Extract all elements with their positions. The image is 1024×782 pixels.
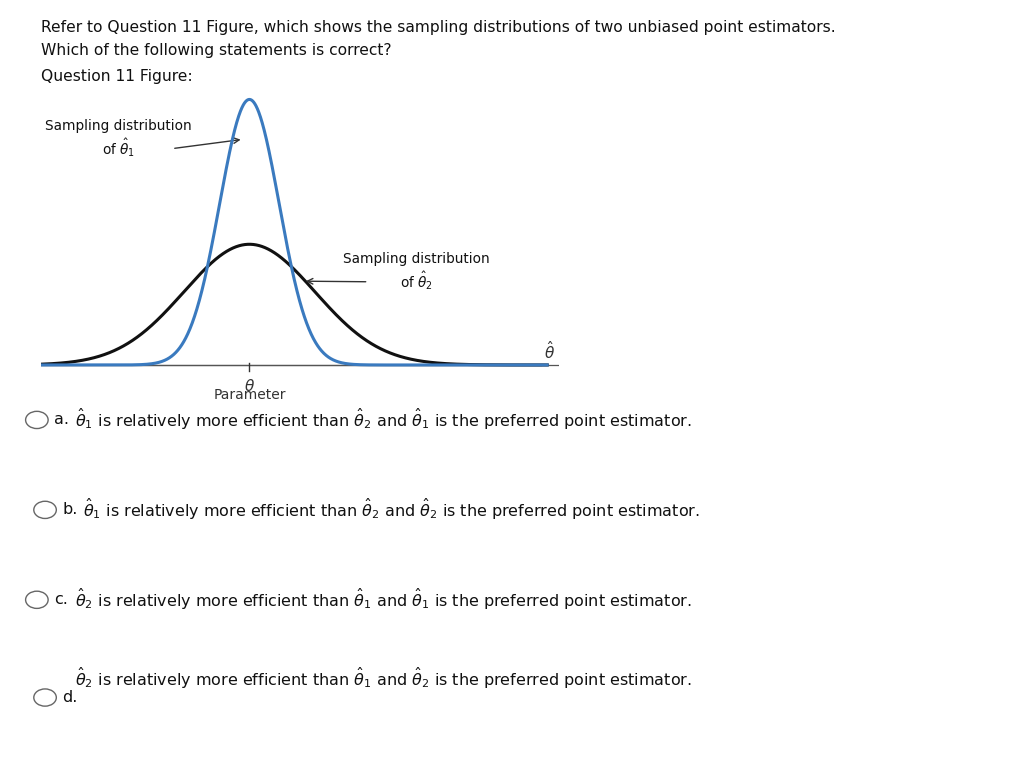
Text: c.: c. [54,592,69,608]
Text: $\hat{\theta}_1$ is relatively more efficient than $\hat{\theta}_2$ and $\hat{\t: $\hat{\theta}_1$ is relatively more effi… [83,497,699,522]
Text: $\hat{\theta}$: $\hat{\theta}$ [544,340,555,362]
Text: $\hat{\theta}_2$ is relatively more efficient than $\hat{\theta}_1$ and $\hat{\t: $\hat{\theta}_2$ is relatively more effi… [75,587,691,612]
Text: a.: a. [54,412,70,428]
Text: Which of the following statements is correct?: Which of the following statements is cor… [41,43,391,58]
Text: Sampling distribution
of $\hat{\theta}_2$: Sampling distribution of $\hat{\theta}_2… [343,252,489,292]
Text: Refer to Question 11 Figure, which shows the sampling distributions of two unbia: Refer to Question 11 Figure, which shows… [41,20,836,34]
Text: d.: d. [62,690,78,705]
Text: $\hat{\theta}_2$ is relatively more efficient than $\hat{\theta}_1$ and $\hat{\t: $\hat{\theta}_2$ is relatively more effi… [75,665,691,691]
Text: Parameter: Parameter [213,388,286,402]
Text: $\hat{\theta}_1$ is relatively more efficient than $\hat{\theta}_2$ and $\hat{\t: $\hat{\theta}_1$ is relatively more effi… [75,407,691,432]
Text: Sampling distribution
of $\hat{\theta}_1$: Sampling distribution of $\hat{\theta}_1… [45,119,191,159]
Text: $\theta$: $\theta$ [244,378,255,393]
Text: b.: b. [62,502,78,518]
Text: Question 11 Figure:: Question 11 Figure: [41,69,193,84]
